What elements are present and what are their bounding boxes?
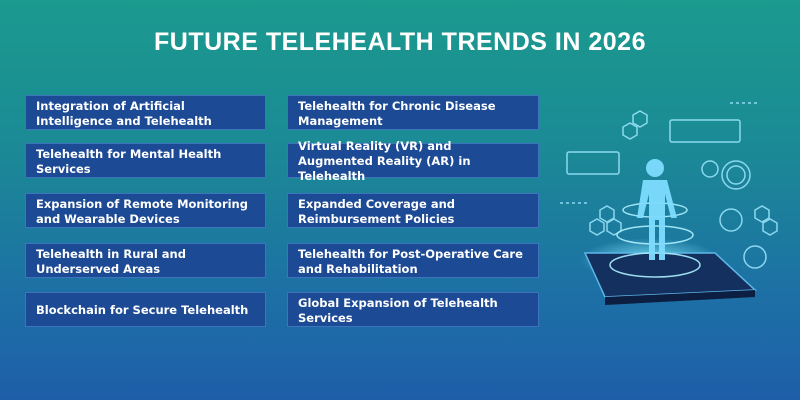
trend-item: Blockchain for Secure Telehealth — [25, 292, 266, 327]
trend-item: Expansion of Remote Monitoring and Weara… — [25, 193, 266, 228]
trend-item: Integration of Artificial Intelligence a… — [25, 95, 266, 130]
title: FUTURE TELEHEALTH TRENDS IN 2026 — [154, 28, 646, 56]
trend-item: Telehealth for Post-Operative Care and R… — [287, 243, 539, 278]
trend-item: Virtual Reality (VR) and Augmented Reali… — [287, 139, 539, 183]
trend-item: Global Expansion of Telehealth Services — [287, 292, 539, 327]
trend-item: Telehealth in Rural and Underserved Area… — [25, 243, 266, 278]
trend-item: Expanded Coverage and Reimbursement Poli… — [287, 193, 539, 228]
telehealth-illustration — [560, 102, 778, 305]
trend-item: Telehealth for Mental Health Services — [25, 143, 266, 178]
trend-item: Telehealth for Chronic Disease Managemen… — [287, 95, 539, 130]
